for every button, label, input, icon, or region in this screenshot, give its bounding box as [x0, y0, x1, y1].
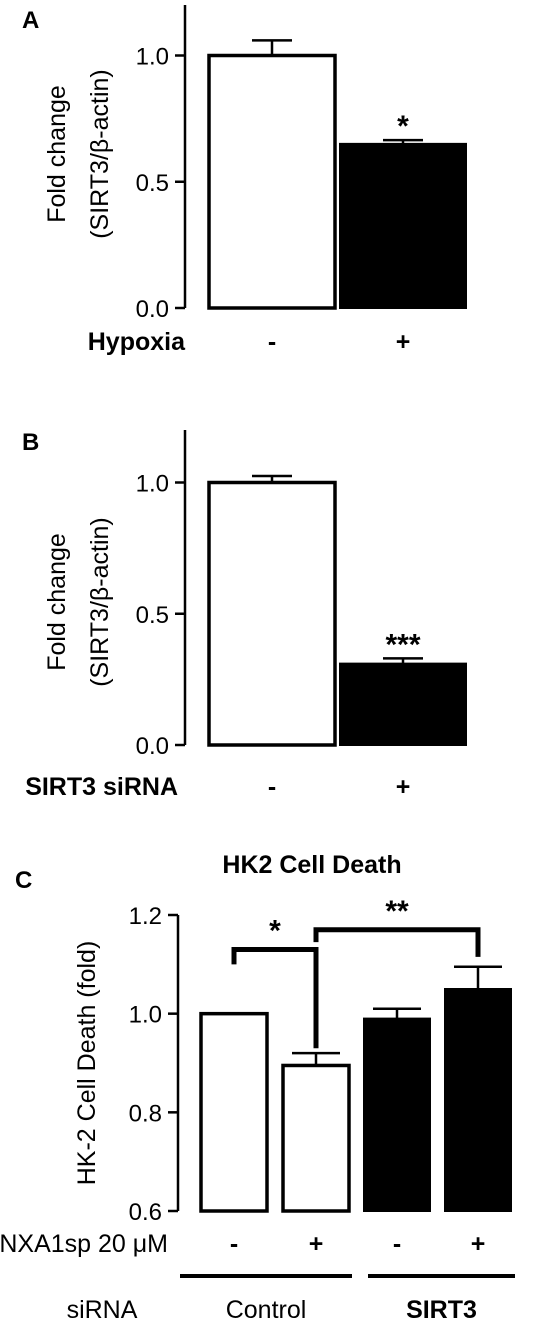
panel-c-y-tick-label: 1.2 — [129, 903, 162, 930]
panel-a-y-tick-label: 1.0 — [136, 44, 169, 71]
panel-c-category-label: + — [471, 1230, 486, 1258]
panel-a-ylabel-line: (SIRT3/β-actin) — [86, 69, 114, 239]
panel-c-letter: C — [15, 867, 32, 894]
panel-c-y-tick-label: 0.6 — [129, 1199, 162, 1226]
panel-c-group-label: SIRT3 — [406, 1296, 477, 1324]
panel-c-bracket — [313, 927, 481, 957]
panel-a-category-label: - — [268, 328, 276, 356]
panel-b-ylabel-line: Fold change — [43, 533, 71, 671]
panel-c-ylabel: HK-2 Cell Death (fold) — [73, 941, 101, 1186]
panel-c-row-label: ANXA1sp 20 μM — [0, 1230, 168, 1258]
panel-c-category-label: + — [309, 1230, 324, 1258]
panel-b-ylabel-line: (SIRT3/β-actin) — [86, 517, 114, 687]
panel-c-title: HK2 Cell Death — [222, 851, 401, 879]
panel-b-row-label: SIRT3 siRNA — [25, 773, 178, 801]
panel-b-letter: B — [22, 429, 39, 456]
panel-c-bar — [363, 1017, 431, 1212]
panel-c-bracket-label: ** — [385, 895, 409, 928]
panel-b-y-tick-label: 0.5 — [136, 602, 169, 629]
panel-a-significance: * — [397, 110, 409, 143]
panel-b-bar — [339, 662, 467, 746]
panel-c-y-tick-label: 1.0 — [129, 1002, 162, 1029]
panel-a-bar — [207, 53, 337, 310]
panel-c-bar — [444, 988, 512, 1212]
panel-b-bar — [207, 480, 337, 747]
panel-a-letter: A — [22, 7, 39, 34]
panel-c-category-label: - — [393, 1230, 401, 1258]
panel-c-group-row-label: siRNA — [67, 1296, 138, 1324]
panel-a-category-label: + — [396, 328, 411, 356]
panel-a-ylabel-line: Fold change — [43, 85, 71, 223]
panel-c-bracket-label: * — [269, 915, 281, 948]
panel-b-y-tick-label: 0.0 — [136, 733, 169, 760]
panel-c-bar — [199, 1011, 269, 1213]
panel-c-bracket — [231, 947, 319, 1049]
panel-b-y-tick-label: 1.0 — [136, 471, 169, 498]
panel-a-y-tick-label: 0.5 — [136, 170, 169, 197]
panel-b-significance: *** — [385, 628, 420, 661]
panel-a-row-label: Hypoxia — [88, 328, 186, 356]
panel-b-category-label: - — [268, 773, 276, 801]
panel-c-bar — [281, 1063, 351, 1213]
panel-b-category-label: + — [396, 773, 411, 801]
panel-a-y-tick-label: 0.0 — [136, 296, 169, 323]
panel-c-y-tick-label: 0.8 — [129, 1100, 162, 1127]
panel-c-group-label: Control — [226, 1296, 307, 1324]
panel-c-category-label: - — [230, 1230, 238, 1258]
panel-a-bar — [339, 142, 467, 309]
